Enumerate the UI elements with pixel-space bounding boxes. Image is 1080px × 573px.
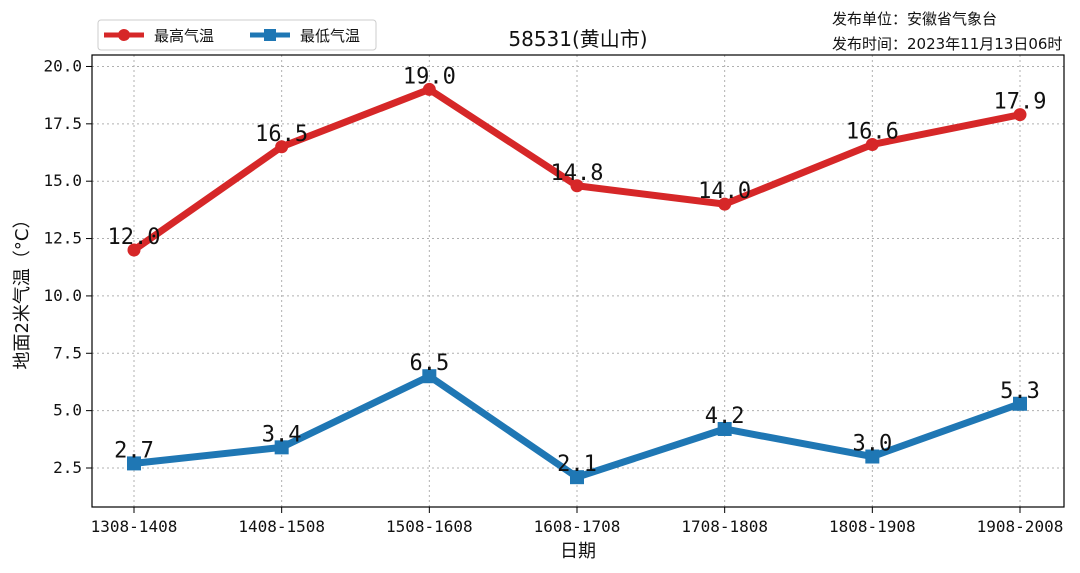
- legend-marker-max: [118, 29, 130, 41]
- data-label: 16.5: [255, 122, 308, 147]
- y-tick-label: 5.0: [53, 401, 82, 420]
- data-label: 14.0: [698, 179, 751, 204]
- x-tick-label: 1808-1908: [829, 517, 916, 536]
- x-tick-label: 1308-1408: [91, 517, 178, 536]
- y-tick-label: 2.5: [53, 458, 82, 477]
- data-point-max: [127, 243, 141, 257]
- plot-area-frame: [91, 54, 1065, 508]
- y-axis-ticks: 2.5 5.0 7.5 10.0 12.5 15.0 17.5 20.0: [43, 56, 92, 477]
- legend-box: [97, 19, 377, 51]
- y-tick-label: 20.0: [43, 56, 82, 75]
- x-tick-label: 1408-1508: [238, 517, 325, 536]
- data-label: 5.3: [1000, 379, 1040, 404]
- data-labels: 12.0 16.5 19.0 14.8 14.0 16.6 17.9 2.7 3.4 6.5 2.1…: [108, 64, 1047, 477]
- grid-lines: [92, 55, 1064, 507]
- x-tick-label: 1708-1808: [681, 517, 768, 536]
- y-tick-label: 17.5: [43, 114, 82, 133]
- y-axis-title: 地面2米气温（°C）: [12, 210, 33, 369]
- data-label: 2.1: [557, 452, 597, 477]
- y-tick-label: 15.0: [43, 171, 82, 190]
- legend-label-max: 最高气温: [154, 27, 214, 45]
- data-label: 19.0: [403, 64, 456, 89]
- publish-time-text: 发布时间：2023年11月13日06时: [832, 35, 1062, 53]
- legend-label-min: 最低气温: [300, 27, 360, 45]
- x-tick-label: 1508-1608: [386, 517, 473, 536]
- data-label: 17.9: [994, 90, 1047, 115]
- y-tick-label: 12.5: [43, 229, 82, 248]
- x-axis-ticks: 1308-1408 1408-1508 1508-1608 1608-1708 1708…: [91, 507, 1064, 536]
- data-point-min: [717, 421, 732, 436]
- chart-title: 58531(黄山市): [508, 27, 647, 51]
- x-tick-label: 1608-1708: [534, 517, 621, 536]
- data-label: 2.7: [114, 438, 154, 463]
- y-tick-label: 7.5: [53, 343, 82, 362]
- data-label: 14.8: [551, 161, 604, 186]
- series-layer: [127, 82, 1027, 485]
- data-point-min: [865, 449, 880, 464]
- data-label: 12.0: [108, 225, 161, 250]
- data-point-min: [127, 456, 141, 471]
- data-point-min: [1013, 396, 1027, 411]
- legend: 最高气温 最低气温: [97, 19, 377, 51]
- data-point-min: [422, 369, 437, 384]
- publisher-text: 发布单位：安徽省气象台: [832, 10, 997, 28]
- data-point-max: [1013, 108, 1027, 122]
- x-axis-title: 日期: [560, 541, 596, 562]
- data-label: 4.2: [705, 404, 745, 429]
- data-label: 16.6: [846, 119, 899, 144]
- data-point-max: [865, 137, 879, 151]
- data-point-max: [422, 82, 436, 96]
- data-label: 3.0: [852, 432, 892, 457]
- y-tick-label: 10.0: [43, 286, 82, 305]
- data-point-max: [718, 197, 732, 211]
- data-label: 3.4: [262, 422, 302, 447]
- data-point-max: [275, 140, 289, 154]
- data-point-min: [570, 470, 584, 485]
- data-point-max: [570, 179, 584, 193]
- x-tick-label: 1908-2008: [977, 517, 1064, 536]
- data-label: 6.5: [409, 351, 449, 376]
- legend-marker-min: [264, 29, 276, 41]
- data-point-min: [274, 440, 289, 455]
